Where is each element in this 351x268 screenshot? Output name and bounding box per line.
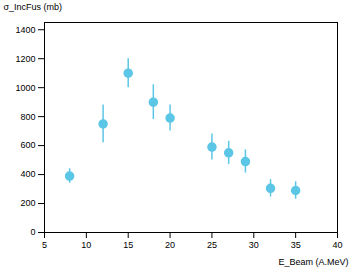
svg-text:25: 25	[207, 240, 217, 250]
svg-text:800: 800	[20, 112, 35, 122]
svg-text:600: 600	[20, 140, 35, 150]
svg-text:15: 15	[123, 240, 133, 250]
svg-text:35: 35	[291, 240, 301, 250]
svg-text:10: 10	[81, 240, 91, 250]
svg-text:0: 0	[30, 227, 35, 237]
svg-text:E_Beam (A.MeV): E_Beam (A.MeV)	[278, 257, 348, 267]
svg-text:200: 200	[20, 198, 35, 208]
svg-text:σ_IncFus (mb): σ_IncFus (mb)	[4, 2, 63, 12]
svg-text:1200: 1200	[15, 54, 35, 64]
svg-text:400: 400	[20, 169, 35, 179]
svg-text:5: 5	[42, 240, 47, 250]
svg-text:20: 20	[165, 240, 175, 250]
svg-text:1400: 1400	[15, 25, 35, 35]
svg-text:1000: 1000	[15, 83, 35, 93]
svg-text:40: 40	[332, 240, 342, 250]
svg-text:30: 30	[249, 240, 259, 250]
